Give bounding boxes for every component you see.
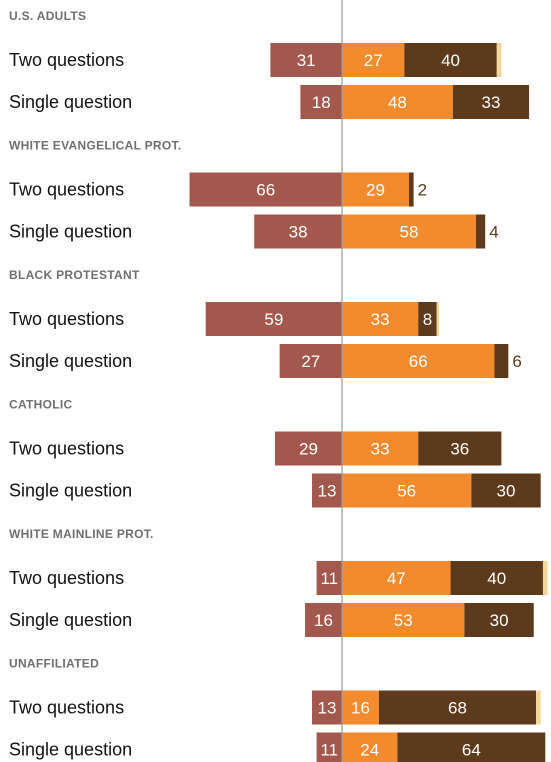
data-label: 58 — [400, 223, 419, 242]
data-label: 40 — [487, 569, 506, 588]
data-label: 24 — [360, 741, 379, 760]
bar-segment-negative — [316, 732, 342, 762]
bar-segment-remainder — [496, 43, 502, 77]
bar-segment-positive — [452, 85, 530, 119]
data-label: 31 — [297, 51, 316, 70]
group-title: CATHOLIC — [9, 398, 73, 412]
data-label: 30 — [490, 611, 509, 630]
data-label: 18 — [312, 93, 331, 112]
bar-segment-positive — [378, 690, 537, 725]
row-label: Two questions — [9, 439, 124, 459]
bar-segment-positive — [475, 214, 486, 249]
data-label: 40 — [441, 51, 460, 70]
data-label: 30 — [497, 482, 516, 501]
bar-segment-negative — [311, 473, 342, 508]
data-label: 66 — [256, 181, 275, 200]
data-label: 11 — [320, 741, 338, 760]
group-title: WHITE EVANGELICAL PROT. — [9, 139, 181, 153]
bar-segment-negative — [305, 603, 342, 637]
data-label: 13 — [318, 699, 337, 718]
data-label: 64 — [462, 741, 481, 760]
row-label: Single question — [9, 481, 132, 501]
bar-segment-middle — [342, 302, 419, 336]
bar-segment-negative — [316, 561, 342, 595]
data-label: 11 — [320, 569, 338, 588]
bar-segment-positive — [450, 561, 543, 595]
bar-segment-middle — [342, 431, 419, 466]
bar-segment-positive — [418, 431, 502, 466]
data-label: 29 — [366, 181, 385, 200]
data-label: 33 — [482, 93, 501, 112]
group-title: BLACK PROTESTANT — [9, 268, 140, 282]
data-label: 27 — [301, 352, 320, 371]
row-label: Two questions — [9, 698, 124, 718]
data-label: 66 — [409, 352, 428, 371]
group-title: WHITE MAINLINE PROT. — [9, 527, 154, 541]
bar-segment-positive — [464, 603, 534, 637]
row-label: Single question — [9, 740, 132, 760]
data-label: 36 — [450, 440, 469, 459]
group-title: U.S. ADULTS — [9, 9, 86, 23]
bar-segment-positive — [408, 172, 414, 207]
group-title: UNAFFILIATED — [9, 657, 99, 671]
row-label: Two questions — [9, 50, 124, 70]
row-label: Single question — [9, 610, 132, 630]
data-label: 47 — [387, 569, 406, 588]
data-label: 4 — [489, 223, 498, 242]
data-label: 56 — [397, 482, 416, 501]
data-label: 33 — [371, 440, 390, 459]
data-label: 38 — [289, 223, 308, 242]
bar-segment-negative — [254, 214, 342, 249]
bar-segment-negative — [300, 85, 342, 119]
row-label: Two questions — [9, 180, 124, 200]
bar-segment-positive — [494, 344, 509, 378]
bar-segment-middle — [342, 344, 495, 378]
row-label: Two questions — [9, 309, 124, 329]
data-label: 8 — [423, 310, 432, 329]
bar-segment-positive — [471, 473, 541, 508]
data-label: 68 — [448, 699, 467, 718]
data-label: 48 — [388, 93, 407, 112]
bar-segment-positive — [418, 302, 437, 336]
data-label: 27 — [364, 51, 383, 70]
bar-segment-middle — [342, 43, 405, 77]
bar-segment-middle — [342, 172, 409, 207]
bar-segment-negative — [279, 344, 342, 378]
bar-segment-remainder — [436, 302, 440, 336]
bar-segment-negative — [189, 172, 342, 207]
bar-segment-middle — [342, 603, 465, 637]
bar-segment-middle — [342, 214, 476, 249]
bar-segment-negative — [311, 690, 342, 725]
bar-segment-middle — [342, 732, 398, 762]
data-label: 33 — [371, 310, 390, 329]
data-label: 6 — [512, 352, 521, 371]
bar-segment-remainder — [542, 561, 548, 595]
bar-segment-middle — [342, 561, 451, 595]
row-label: Single question — [9, 351, 132, 371]
bar-segment-negative — [275, 431, 342, 466]
data-label: 53 — [394, 611, 413, 630]
bar-segment-remainder — [536, 690, 541, 725]
row-label: Two questions — [9, 568, 124, 588]
data-label: 13 — [318, 482, 337, 501]
row-label: Single question — [9, 92, 132, 112]
bar-segment-middle — [342, 85, 453, 119]
bar-segment-positive — [397, 732, 546, 762]
bar-segment-middle — [342, 473, 472, 508]
bar-segment-positive — [404, 43, 497, 77]
row-label: Single question — [9, 222, 132, 242]
bar-segment-negative — [270, 43, 342, 77]
data-label: 29 — [299, 440, 318, 459]
data-label: 59 — [264, 310, 283, 329]
bar-segment-middle — [342, 690, 379, 725]
data-label: 2 — [418, 181, 427, 200]
bar-segment-negative — [205, 302, 342, 336]
data-label: 16 — [314, 611, 333, 630]
data-label: 16 — [351, 699, 370, 718]
